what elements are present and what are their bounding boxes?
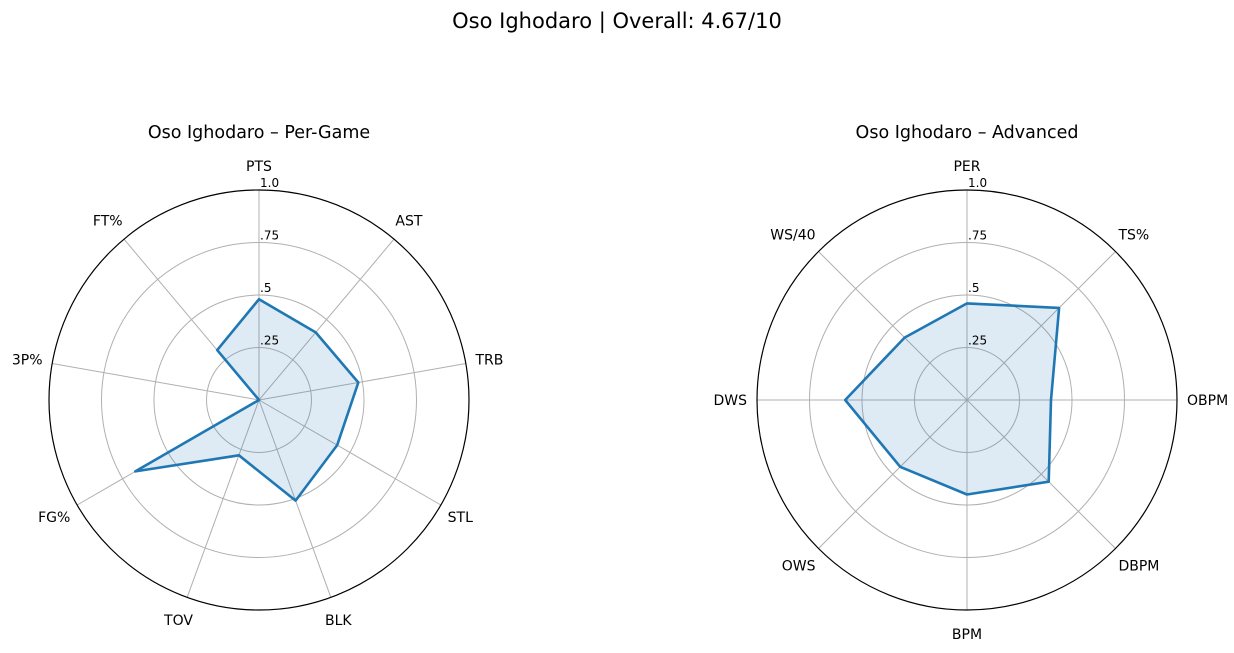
category-label-per: PER bbox=[953, 159, 980, 175]
category-label-pts: PTS bbox=[246, 159, 272, 175]
category-label-tov: TOV bbox=[163, 613, 193, 629]
chart-title: Oso Ighodaro – Per-Game bbox=[148, 123, 370, 143]
tick-label-4: 1.0 bbox=[968, 176, 987, 190]
figure-title: Oso Ighodaro | Overall: 4.67/10 bbox=[452, 9, 782, 33]
chart-title: Oso Ighodaro – Advanced bbox=[856, 123, 1079, 143]
category-label-blk: BLK bbox=[325, 613, 352, 629]
spoke-ows bbox=[818, 399, 968, 549]
category-label-trb: TRB bbox=[474, 352, 503, 368]
category-label-dws: DWS bbox=[713, 393, 747, 409]
category-label-ts-pct: TS% bbox=[1117, 228, 1149, 244]
category-label-obpm: OBPM bbox=[1187, 393, 1228, 409]
tick-label-1: .25 bbox=[968, 334, 987, 348]
spoke-ws-per-40 bbox=[818, 251, 968, 401]
series-area bbox=[135, 299, 359, 501]
tick-label-4: 1.0 bbox=[260, 176, 279, 190]
category-label-ast: AST bbox=[395, 214, 422, 230]
tick-label-3: .75 bbox=[260, 229, 279, 243]
spoke-trb bbox=[258, 363, 466, 401]
spoke-3p-pct bbox=[52, 363, 260, 401]
category-label-ws-per-40: WS/40 bbox=[770, 228, 815, 244]
tick-label-3: .75 bbox=[968, 229, 987, 243]
series-area bbox=[845, 303, 1060, 495]
series-line bbox=[134, 297, 360, 502]
tick-label-2: .5 bbox=[260, 281, 271, 295]
spoke-dbpm bbox=[966, 399, 1116, 549]
spoke-tov bbox=[186, 399, 260, 598]
category-label-stl: STL bbox=[448, 510, 473, 526]
spoke-ast bbox=[258, 238, 395, 401]
category-label-fg-pct: FG% bbox=[38, 510, 70, 526]
polar-frame bbox=[48, 189, 470, 611]
category-label-dbpm: DBPM bbox=[1118, 558, 1159, 574]
category-label-3p-pct: 3P% bbox=[12, 352, 43, 368]
category-label-ft-pct: FT% bbox=[93, 214, 123, 230]
polar-frame bbox=[756, 189, 1178, 611]
spoke-stl bbox=[258, 399, 442, 506]
category-label-ows: OWS bbox=[782, 558, 816, 574]
category-label-bpm: BPM bbox=[952, 627, 982, 643]
tick-label-2: .5 bbox=[968, 281, 979, 295]
tick-label-1: .25 bbox=[260, 334, 279, 348]
spoke-ts-pct bbox=[966, 251, 1116, 401]
